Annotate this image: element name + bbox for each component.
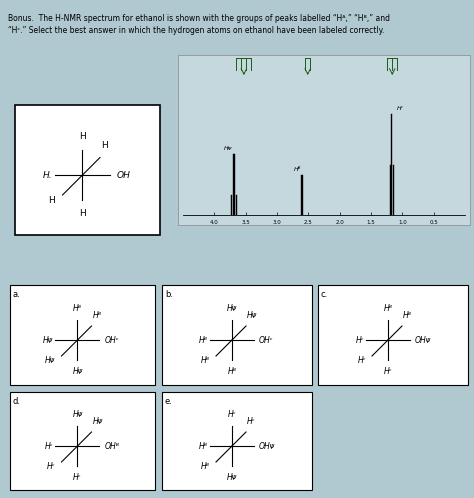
FancyBboxPatch shape <box>318 285 468 385</box>
Text: Hᶜ: Hᶜ <box>73 473 82 482</box>
Text: Hᴮ: Hᴮ <box>403 311 412 320</box>
Text: Hᴮ: Hᴮ <box>199 442 208 451</box>
Text: a.: a. <box>13 290 21 299</box>
Text: Hᴪ: Hᴪ <box>247 311 257 320</box>
Text: Hᴪ: Hᴪ <box>224 146 233 151</box>
Text: Hᶜ: Hᶜ <box>383 367 392 376</box>
Text: OHᴮ: OHᴮ <box>104 442 119 451</box>
FancyBboxPatch shape <box>162 392 312 490</box>
Text: Hᴮ: Hᴮ <box>201 356 210 365</box>
Text: Hᴮ: Hᴮ <box>73 304 82 313</box>
Text: Hᶜ: Hᶜ <box>356 336 364 345</box>
Text: Hᴮ: Hᴮ <box>228 367 237 376</box>
Text: Hᴪ: Hᴪ <box>73 367 82 376</box>
Text: OH: OH <box>116 170 130 179</box>
Text: OHᴪ: OHᴪ <box>259 442 275 451</box>
FancyBboxPatch shape <box>162 285 312 385</box>
Text: Hᶜ: Hᶜ <box>247 417 255 426</box>
Text: b.: b. <box>165 290 173 299</box>
Text: Hᶜ: Hᶜ <box>396 106 403 111</box>
FancyBboxPatch shape <box>10 285 155 385</box>
Text: Hᶜ: Hᶜ <box>47 462 55 471</box>
Text: OHᶜ: OHᶜ <box>104 336 119 345</box>
Text: Hᴮ: Hᴮ <box>199 336 208 345</box>
Text: Hᴮ: Hᴮ <box>92 311 101 320</box>
Text: H: H <box>79 209 86 218</box>
Text: H.: H. <box>43 170 53 179</box>
Text: Hᴮ: Hᴮ <box>201 462 210 471</box>
Text: Bonus.  The H-NMR spectrum for ethanol is shown with the groups of peaks labelle: Bonus. The H-NMR spectrum for ethanol is… <box>8 14 390 23</box>
Text: Hᴪ: Hᴪ <box>227 473 237 482</box>
Text: Hᴮ: Hᴮ <box>383 304 392 313</box>
Text: “Hᶜ.” Select the best answer in which the hydrogen atoms on ethanol have been la: “Hᶜ.” Select the best answer in which th… <box>8 26 384 35</box>
Text: Hᴪ: Hᴪ <box>227 304 237 313</box>
Text: Hᴪ: Hᴪ <box>43 336 54 345</box>
Text: d.: d. <box>13 397 21 406</box>
Text: OHᶜ: OHᶜ <box>259 336 273 345</box>
Text: H: H <box>79 132 86 141</box>
Text: e.: e. <box>165 397 173 406</box>
Text: OHᴪ: OHᴪ <box>415 336 431 345</box>
Text: Hᶜ: Hᶜ <box>45 442 54 451</box>
Text: Hᴪ: Hᴪ <box>92 417 103 426</box>
FancyBboxPatch shape <box>10 392 155 490</box>
Text: H: H <box>101 141 108 150</box>
Text: c.: c. <box>321 290 328 299</box>
Text: Hᶜ: Hᶜ <box>228 410 237 419</box>
FancyBboxPatch shape <box>15 105 160 235</box>
Text: Hᴪ: Hᴪ <box>73 410 82 419</box>
Text: Hᴪ: Hᴪ <box>45 356 55 365</box>
Text: Hᴮ: Hᴮ <box>294 167 301 172</box>
FancyBboxPatch shape <box>178 55 470 225</box>
Text: Hᶜ: Hᶜ <box>357 356 366 365</box>
Text: H: H <box>48 196 55 205</box>
